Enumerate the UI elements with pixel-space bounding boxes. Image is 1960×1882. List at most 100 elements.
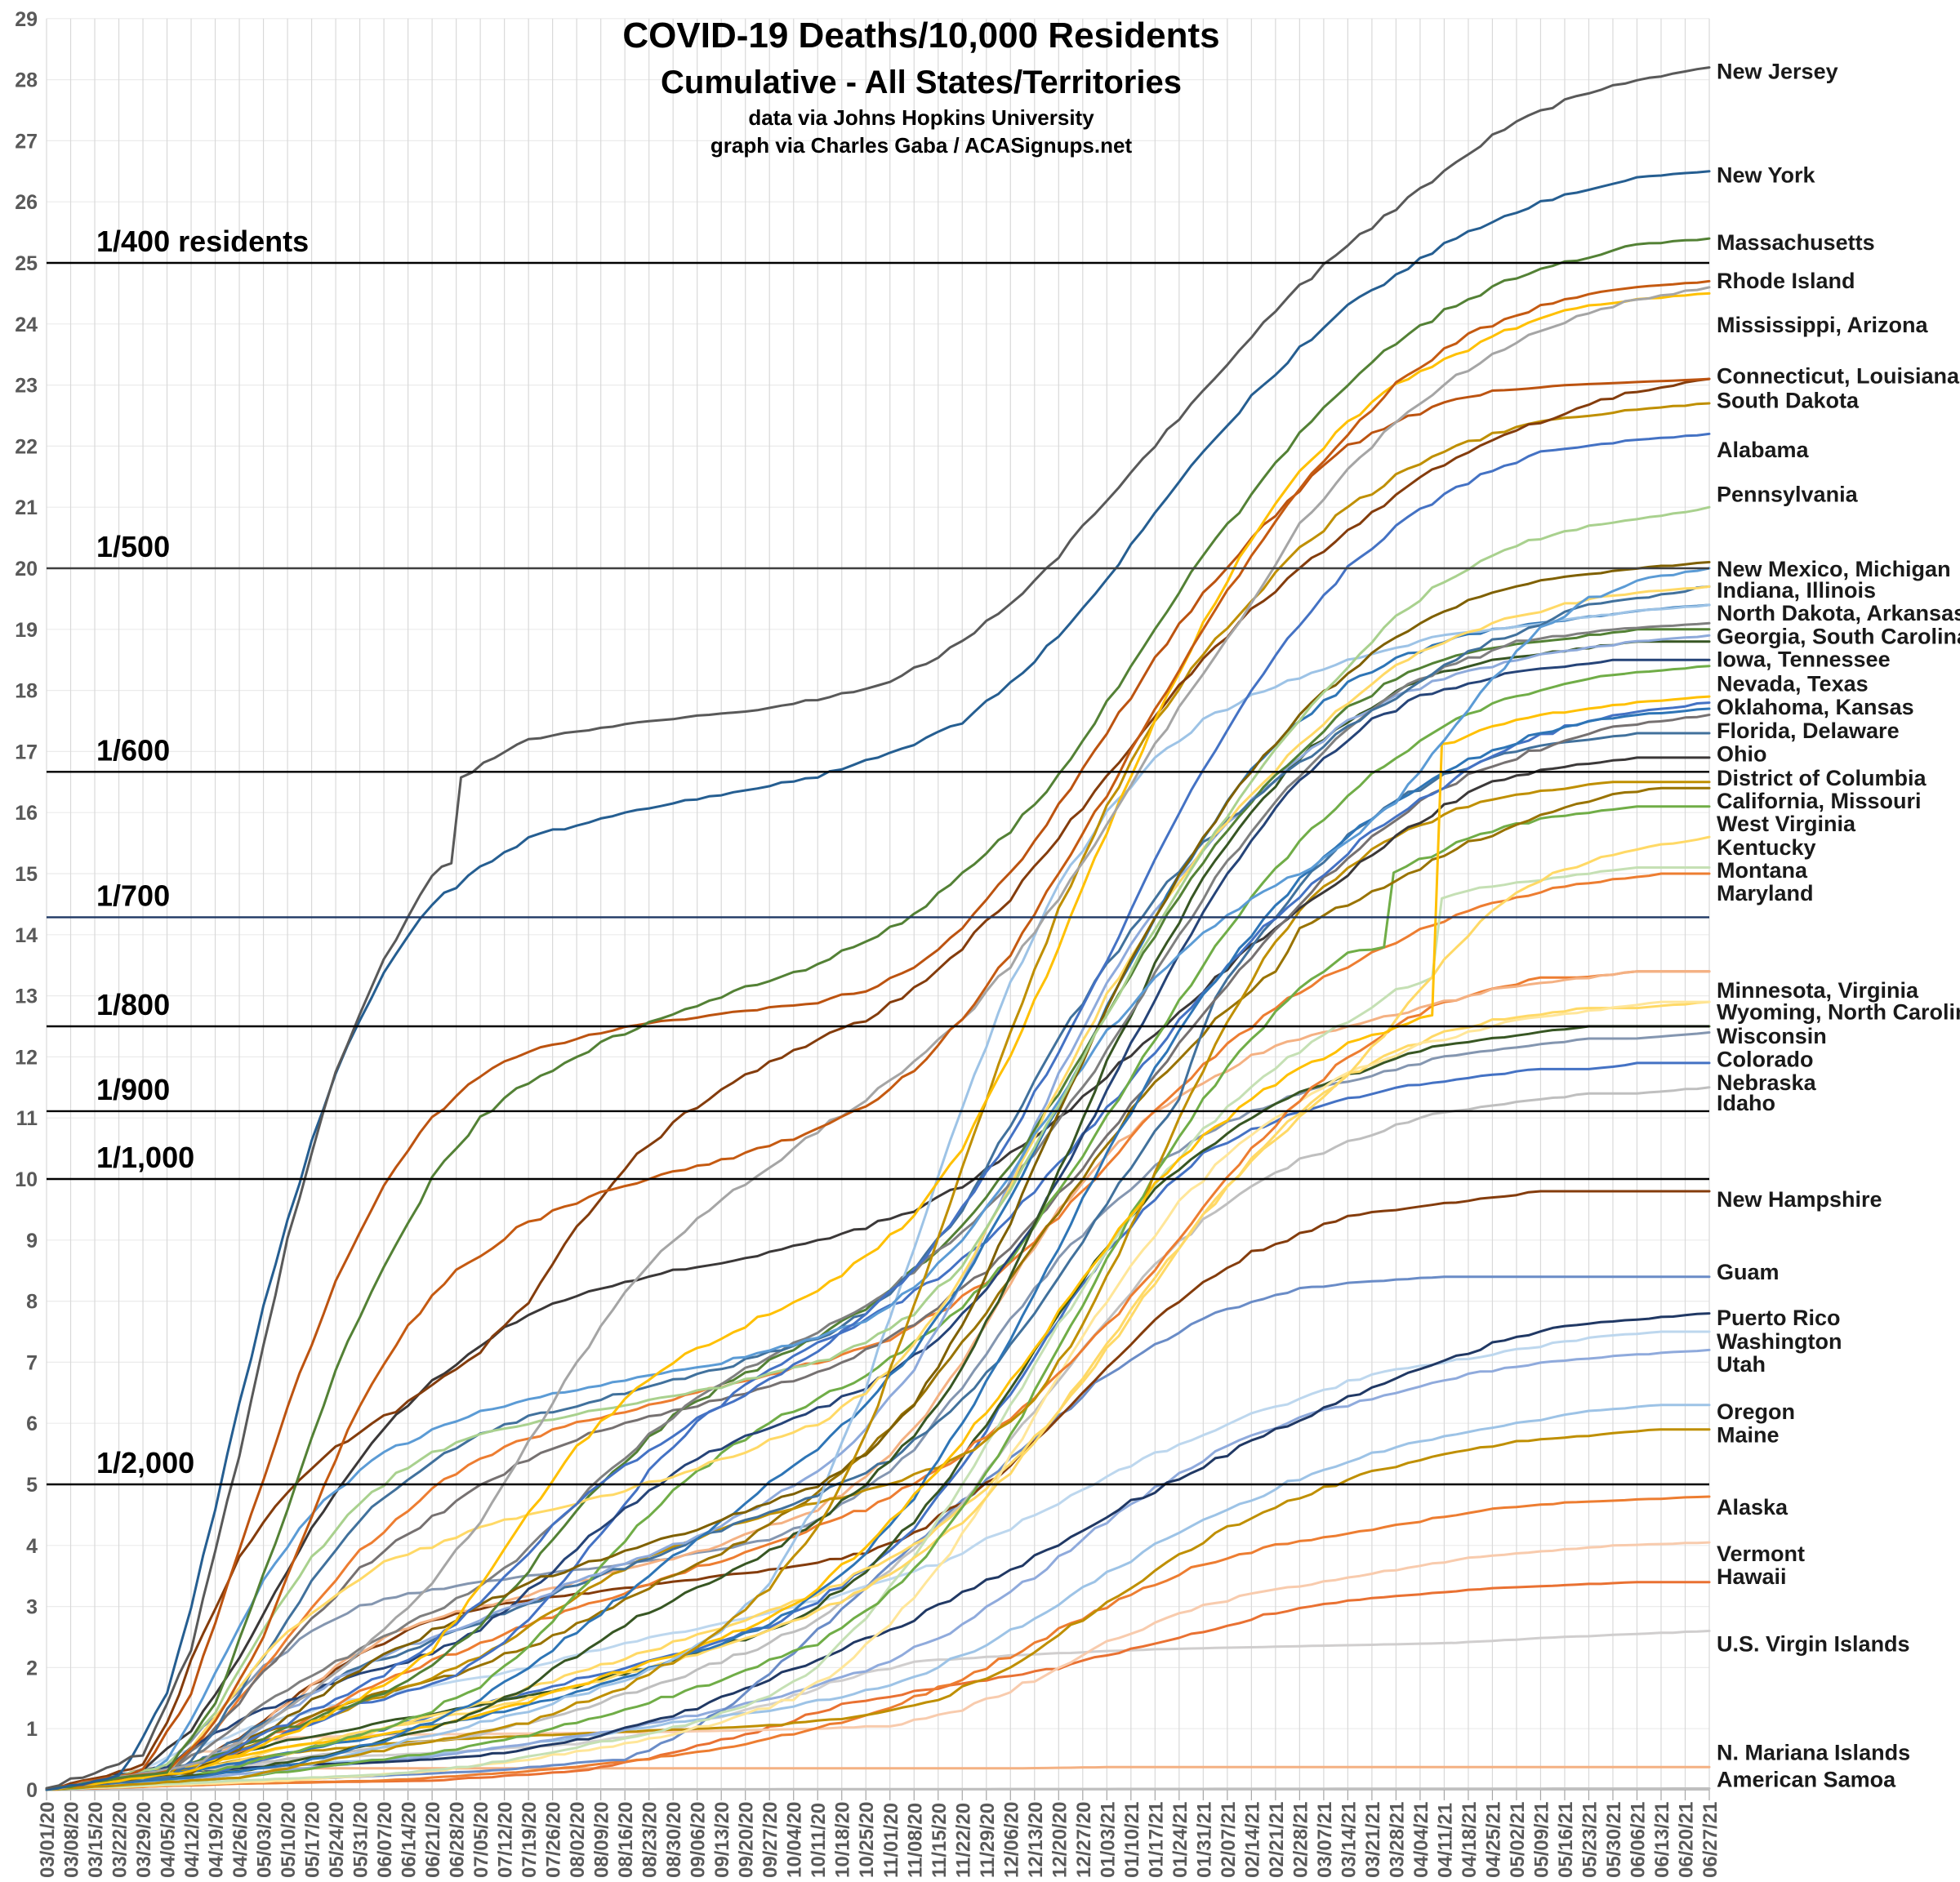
state-label-mississippi-arizona: Mississippi, Arizona bbox=[1717, 313, 1929, 337]
series-line-rhode-island bbox=[45, 279, 1711, 1791]
state-label-alabama: Alabama bbox=[1717, 438, 1810, 462]
x-tick-label: 01/24/21 bbox=[1169, 1802, 1192, 1878]
series-line-missouri bbox=[45, 786, 1711, 1791]
state-label-wyoming-north-carolina: Wyoming, North Carolina bbox=[1717, 999, 1960, 1024]
state-label-oregon: Oregon bbox=[1717, 1399, 1795, 1424]
state-label-north-dakota-arkansas: North Dakota, Arkansas bbox=[1717, 601, 1960, 625]
x-tick-label: 11/22/20 bbox=[952, 1803, 974, 1878]
series-line-alaska bbox=[45, 1495, 1711, 1791]
series-line-district-of-columbia bbox=[45, 756, 1711, 1791]
y-tick-label: 13 bbox=[15, 985, 38, 1008]
x-tick-label: 08/30/20 bbox=[663, 1802, 685, 1878]
y-tick-label: 12 bbox=[15, 1046, 38, 1069]
state-label-nebraska: Nebraska bbox=[1717, 1070, 1817, 1095]
series-line-vermont bbox=[45, 1541, 1711, 1791]
y-tick-label: 17 bbox=[15, 741, 38, 763]
y-tick-label: 6 bbox=[26, 1413, 38, 1435]
x-tick-label: 03/28/21 bbox=[1386, 1802, 1408, 1878]
y-tick-label: 2 bbox=[26, 1657, 38, 1680]
x-tick-label: 01/10/21 bbox=[1121, 1802, 1143, 1878]
x-tick-label: 11/01/20 bbox=[880, 1803, 902, 1878]
series-line-west-virginia bbox=[45, 805, 1711, 1791]
reference-label-1-800: 1/800 bbox=[96, 988, 170, 1021]
state-label-massachusetts: Massachusetts bbox=[1717, 230, 1875, 255]
x-tick-label: 03/14/21 bbox=[1338, 1802, 1360, 1878]
x-tick-label: 03/15/20 bbox=[85, 1802, 107, 1878]
state-label-california-missouri: California, Missouri bbox=[1717, 789, 1922, 813]
y-tick-label: 29 bbox=[15, 8, 38, 31]
x-tick-label: 06/07/20 bbox=[374, 1802, 396, 1878]
x-tick-label: 03/08/20 bbox=[61, 1802, 83, 1878]
y-tick-label: 15 bbox=[15, 863, 38, 886]
x-tick-label: 01/31/21 bbox=[1193, 1802, 1215, 1878]
x-tick-label: 04/04/21 bbox=[1410, 1802, 1432, 1878]
y-tick-label: 4 bbox=[26, 1535, 38, 1558]
state-label-montana: Montana bbox=[1717, 858, 1808, 883]
reference-label-1-600: 1/600 bbox=[96, 733, 170, 767]
reference-label-1-400-residents: 1/400 residents bbox=[96, 225, 309, 258]
x-tick-label: 01/17/21 bbox=[1145, 1802, 1167, 1878]
x-tick-label: 12/20/20 bbox=[1049, 1802, 1071, 1878]
series-line-tennessee bbox=[45, 640, 1711, 1791]
state-label-florida-delaware: Florida, Delaware bbox=[1717, 719, 1900, 743]
series-line-pennsylvania bbox=[45, 505, 1711, 1791]
series-line-south-dakota bbox=[45, 402, 1711, 1791]
state-label-wisconsin: Wisconsin bbox=[1717, 1024, 1827, 1048]
y-tick-label: 23 bbox=[15, 375, 38, 398]
x-tick-label: 07/19/20 bbox=[519, 1802, 541, 1878]
series-line-arizona bbox=[45, 291, 1711, 1791]
y-tick-label: 25 bbox=[15, 252, 38, 275]
x-tick-label: 01/03/21 bbox=[1097, 1802, 1119, 1878]
series-line-iowa bbox=[45, 634, 1711, 1791]
state-label-u-s-virgin-islands: U.S. Virgin Islands bbox=[1717, 1631, 1910, 1656]
reference-label-1-2-000: 1/2,000 bbox=[96, 1446, 194, 1479]
series-line-massachusetts bbox=[45, 237, 1711, 1791]
x-tick-label: 08/16/20 bbox=[615, 1802, 637, 1878]
x-tick-label: 10/18/20 bbox=[832, 1802, 854, 1878]
x-tick-label: 12/27/20 bbox=[1073, 1802, 1095, 1878]
series-line-indiana bbox=[45, 585, 1711, 1791]
x-tick-label: 08/09/20 bbox=[591, 1802, 613, 1878]
x-tick-label: 09/06/20 bbox=[688, 1802, 710, 1878]
state-label-new-york: New York bbox=[1717, 163, 1816, 188]
x-tick-label: 03/21/21 bbox=[1362, 1802, 1384, 1878]
series-line-alabama bbox=[45, 432, 1711, 1791]
state-label-nevada-texas: Nevada, Texas bbox=[1717, 672, 1869, 696]
y-tick-label: 1 bbox=[26, 1718, 38, 1741]
series-line-n-mariana-islands bbox=[45, 1765, 1711, 1791]
x-tick-label: 07/26/20 bbox=[543, 1802, 565, 1878]
x-tick-label: 05/03/20 bbox=[254, 1802, 276, 1878]
y-tick-label: 16 bbox=[15, 802, 38, 825]
series-line-montana bbox=[45, 866, 1711, 1791]
x-tick-label: 06/13/21 bbox=[1651, 1802, 1673, 1878]
x-tick-label: 02/14/21 bbox=[1241, 1802, 1263, 1878]
x-tick-label: 11/08/20 bbox=[904, 1803, 926, 1878]
state-label-georgia-south-carolina: Georgia, South Carolina bbox=[1717, 624, 1960, 648]
state-label-guam: Guam bbox=[1717, 1260, 1780, 1284]
state-label-maine: Maine bbox=[1717, 1423, 1780, 1448]
state-label-alaska: Alaska bbox=[1717, 1495, 1788, 1519]
x-tick-label: 12/13/20 bbox=[1025, 1802, 1047, 1878]
x-tick-label: 06/28/20 bbox=[447, 1802, 469, 1878]
x-tick-label: 12/06/20 bbox=[1000, 1802, 1022, 1878]
series-line-michigan bbox=[45, 567, 1711, 1791]
state-label-american-samoa: American Samoa bbox=[1717, 1768, 1896, 1792]
x-tick-label: 04/11/21 bbox=[1434, 1803, 1456, 1878]
series-line-oklahoma bbox=[45, 695, 1711, 1791]
x-tick-label: 11/15/20 bbox=[929, 1803, 951, 1878]
series-line-new-mexico bbox=[45, 561, 1711, 1791]
y-tick-label: 14 bbox=[15, 924, 38, 947]
y-tick-label: 22 bbox=[15, 435, 38, 458]
x-tick-label: 04/12/20 bbox=[181, 1802, 203, 1878]
x-tick-label: 09/13/20 bbox=[711, 1802, 733, 1878]
x-tick-label: 04/05/20 bbox=[158, 1802, 180, 1878]
chart-credit-graph: graph via Charles Gaba / ACASignups.net bbox=[710, 133, 1133, 158]
y-tick-label: 3 bbox=[26, 1596, 38, 1619]
x-tick-label: 02/28/21 bbox=[1290, 1802, 1312, 1878]
state-label-kentucky: Kentucky bbox=[1717, 835, 1816, 860]
y-tick-label: 20 bbox=[15, 558, 38, 581]
series-line-kentucky bbox=[45, 835, 1711, 1791]
state-label-iowa-tennessee: Iowa, Tennessee bbox=[1717, 647, 1891, 672]
x-tick-label: 05/17/20 bbox=[302, 1802, 324, 1878]
